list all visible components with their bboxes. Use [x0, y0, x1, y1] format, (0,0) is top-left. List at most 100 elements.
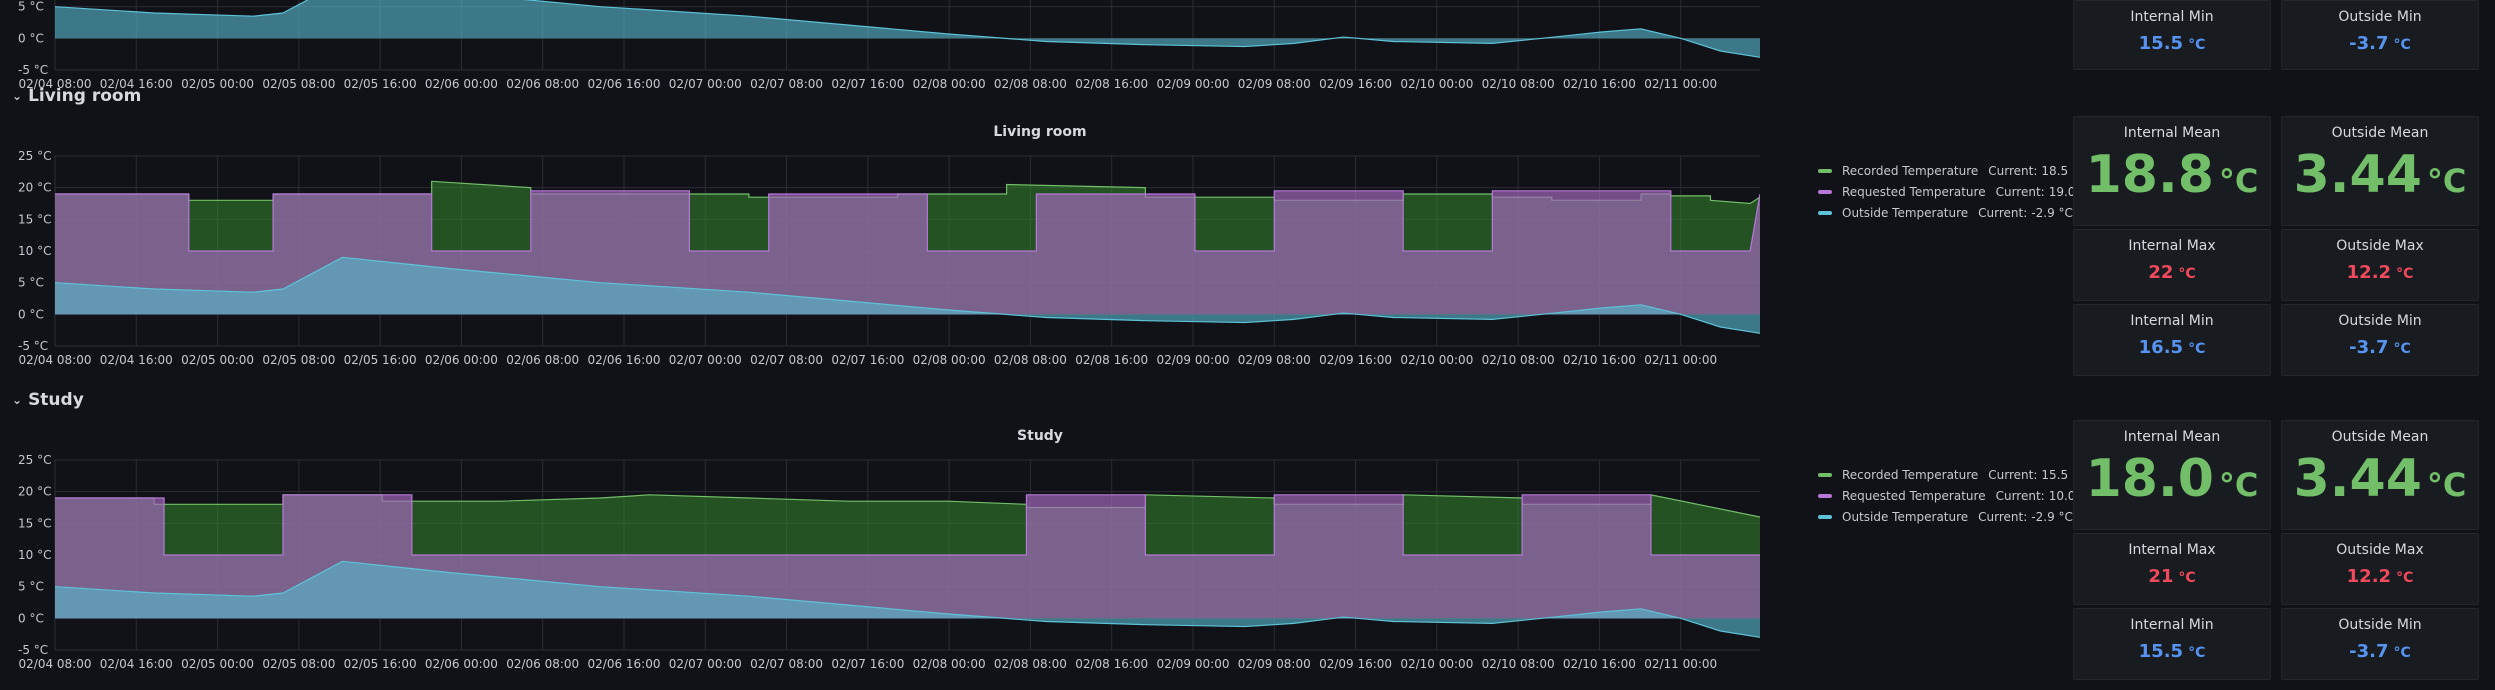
- y-tick-label: 0 °C: [18, 307, 44, 321]
- stat-number: 15.5: [2138, 641, 2184, 662]
- x-tick-label: 02/08 16:00: [1075, 77, 1148, 91]
- legend-current-label: Current:: [1995, 184, 2045, 199]
- stat-panel-internal-mean[interactable]: Internal Mean 18.8 °C: [2073, 116, 2271, 226]
- legend-current-value: -2.9 °C: [2031, 509, 2073, 524]
- row-header-label: Study: [28, 390, 84, 410]
- legend-item[interactable]: Outside Temperature Current: -2.9 °C: [1818, 202, 2094, 223]
- stat-panel-outside-min[interactable]: Outside Min -3.7 °C: [2281, 304, 2479, 376]
- stat-unit: °C: [2188, 645, 2206, 661]
- y-tick-label: 5 °C: [18, 276, 44, 290]
- x-tick-label: 02/08 16:00: [1075, 353, 1148, 367]
- panel-title-study: Study: [1017, 428, 1063, 444]
- x-tick-label: 02/09 00:00: [1156, 77, 1229, 91]
- y-tick-label: -5 °C: [18, 643, 48, 657]
- legend-label: Requested Temperature: [1842, 184, 1986, 199]
- stat-title: Internal Mean: [2123, 125, 2221, 141]
- y-tick-label: 5 °C: [18, 0, 44, 14]
- legend-item[interactable]: Outside Temperature Current: -2.9 °C: [1818, 506, 2094, 527]
- stat-panel-internal-max[interactable]: Internal Max 22 °C: [2073, 229, 2271, 301]
- row-header-study[interactable]: ⌄ Study: [12, 390, 84, 410]
- x-tick-label: 02/09 00:00: [1156, 353, 1229, 367]
- x-tick-label: 02/10 16:00: [1563, 77, 1636, 91]
- stat-value: 3.44 °C: [2282, 449, 2478, 509]
- x-tick-label: 02/06 16:00: [588, 657, 661, 671]
- x-tick-label: 02/07 16:00: [831, 657, 904, 671]
- x-tick-label: 02/07 16:00: [831, 353, 904, 367]
- stat-number: 12.2: [2346, 262, 2392, 283]
- x-tick-label: 02/07 08:00: [750, 657, 823, 671]
- series-area-2: [55, 257, 1760, 334]
- legend-swatch: [1818, 210, 1832, 215]
- y-tick-label: 25 °C: [18, 149, 51, 163]
- x-tick-label: 02/07 00:00: [669, 353, 742, 367]
- x-tick-label: 02/05 08:00: [262, 77, 335, 91]
- stat-panel-outside-mean[interactable]: Outside Mean 3.44 °C: [2281, 116, 2479, 226]
- x-tick-label: 02/06 08:00: [506, 77, 579, 91]
- x-tick-label: 02/06 16:00: [588, 77, 661, 91]
- chevron-down-icon[interactable]: ⌄: [12, 89, 23, 103]
- stat-panel-internal-min[interactable]: Internal Min 15.5 °C: [2073, 0, 2271, 70]
- stat-value: 12.2 °C: [2282, 566, 2478, 587]
- stat-title: Outside Min: [2338, 617, 2422, 633]
- stat-panel-outside-min[interactable]: Outside Min -3.7 °C: [2281, 608, 2479, 680]
- stat-number: -3.7: [2349, 641, 2389, 662]
- stat-panel-internal-max[interactable]: Internal Max 21 °C: [2073, 533, 2271, 605]
- stat-unit: °C: [2188, 341, 2206, 357]
- panel-title-living: Living room: [993, 124, 1087, 140]
- stat-unit: °C: [2396, 266, 2414, 282]
- y-tick-label: -5 °C: [18, 63, 48, 77]
- stat-panel-outside-max[interactable]: Outside Max 12.2 °C: [2281, 229, 2479, 301]
- stat-unit: °C: [2396, 570, 2414, 586]
- legend-current-label: Current:: [1988, 467, 2038, 482]
- chevron-down-icon[interactable]: ⌄: [12, 393, 23, 407]
- x-tick-label: 02/09 00:00: [1156, 657, 1229, 671]
- legend-label: Recorded Temperature: [1842, 467, 1979, 482]
- stat-unit: °C: [2188, 37, 2206, 53]
- stat-title: Internal Min: [2130, 617, 2214, 633]
- legend-item[interactable]: Recorded Temperature Current: 18.5 °C: [1818, 160, 2094, 181]
- x-tick-label: 02/09 16:00: [1319, 657, 1392, 671]
- chart-study: -5 °C 0 °C 5 °C 10 °C 15 °C 20 °C 25 °C 02/04 0…: [18, 453, 1760, 671]
- legend-living: Recorded Temperature Current: 18.5 °C Reque…: [1818, 160, 2094, 223]
- stat-number: -3.7: [2349, 337, 2389, 358]
- stat-panel-internal-min[interactable]: Internal Min 15.5 °C: [2073, 608, 2271, 680]
- stat-number: 16.5: [2138, 337, 2184, 358]
- series-area-2: [55, 561, 1760, 638]
- legend-item[interactable]: Requested Temperature Current: 19.0 °C: [1818, 181, 2094, 202]
- row-header-living[interactable]: ⌄ Living room: [12, 86, 141, 106]
- stat-panel-internal-mean[interactable]: Internal Mean 18.0 °C: [2073, 420, 2271, 530]
- legend-item[interactable]: Requested Temperature Current: 10.0 °C: [1818, 485, 2094, 506]
- x-tick-label: 02/08 00:00: [913, 77, 986, 91]
- stat-panel-internal-min[interactable]: Internal Min 16.5 °C: [2073, 304, 2271, 376]
- stat-panel-outside-mean[interactable]: Outside Mean 3.44 °C: [2281, 420, 2479, 530]
- stat-unit: °C: [2218, 162, 2259, 200]
- stat-unit: °C: [2393, 645, 2411, 661]
- legend-label: Recorded Temperature: [1842, 163, 1979, 178]
- stat-title: Internal Min: [2130, 313, 2214, 329]
- stat-value: -3.7 °C: [2282, 33, 2478, 54]
- x-tick-label: 02/06 00:00: [425, 77, 498, 91]
- stat-number: -3.7: [2349, 33, 2389, 54]
- x-tick-label: 02/08 08:00: [994, 353, 1067, 367]
- stat-unit: °C: [2393, 37, 2411, 53]
- stat-value: -3.7 °C: [2282, 641, 2478, 662]
- legend-swatch: [1818, 514, 1832, 519]
- legend-current-label: Current:: [1978, 509, 2028, 524]
- legend-label: Outside Temperature: [1842, 509, 1969, 524]
- x-tick-label: 02/08 08:00: [994, 77, 1067, 91]
- x-tick-label: 02/05 16:00: [344, 77, 417, 91]
- stat-panel-outside-min[interactable]: Outside Min -3.7 °C: [2281, 0, 2479, 70]
- legend-current-label: Current:: [1995, 488, 2045, 503]
- stat-unit: °C: [2426, 466, 2467, 504]
- x-tick-label: 02/06 08:00: [506, 657, 579, 671]
- stat-number: 22: [2148, 262, 2174, 283]
- x-tick-label: 02/10 08:00: [1482, 77, 1555, 91]
- stat-number: 12.2: [2346, 566, 2392, 587]
- x-tick-label: 02/07 16:00: [831, 77, 904, 91]
- x-tick-label: 02/08 00:00: [913, 657, 986, 671]
- stat-title: Outside Max: [2336, 238, 2424, 254]
- x-tick-label: 02/10 16:00: [1563, 353, 1636, 367]
- stat-panel-outside-max[interactable]: Outside Max 12.2 °C: [2281, 533, 2479, 605]
- legend-item[interactable]: Recorded Temperature Current: 15.5 °C: [1818, 464, 2094, 485]
